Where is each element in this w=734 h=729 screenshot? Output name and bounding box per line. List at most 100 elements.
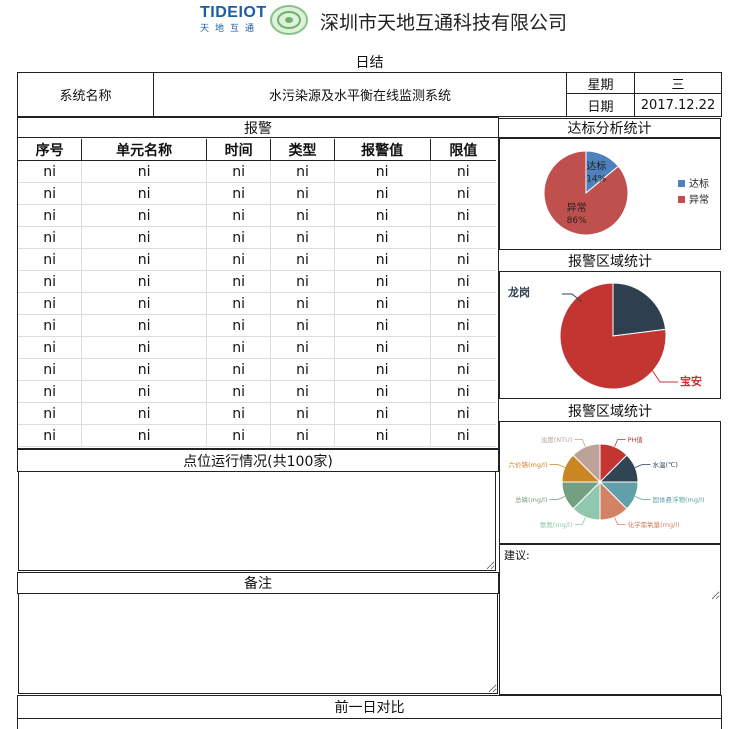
pie-slice-1 (543, 150, 629, 236)
table-cell: ni (81, 292, 207, 315)
slice-category-label: PH值 (628, 435, 644, 444)
slice-category-label: 总磷(mg/l) (515, 495, 548, 504)
company-logo: TIDEIOT 天地互通 (200, 4, 310, 38)
table-cell: ni (18, 226, 83, 249)
table-row: ni ni ni ni ni ni (18, 314, 496, 337)
table-row: ni ni ni ni ni ni (18, 358, 496, 381)
factor-chart-title: 报警区域统计 (568, 403, 652, 420)
table-cell: ni (270, 358, 335, 381)
table-row: ni ni ni ni ni ni (18, 402, 496, 425)
table-cell: ni (334, 204, 431, 227)
compare-body (17, 719, 722, 729)
table-cell: ni (270, 314, 335, 337)
table-cell: ni (18, 204, 83, 227)
table-cell: ni (206, 314, 272, 337)
table-cell: ni (430, 226, 496, 249)
slice-category-label: 异常 (567, 201, 587, 214)
table-cell: ni (430, 358, 496, 381)
table-row: ni ni ni ni ni ni (18, 336, 496, 359)
suggestion-input[interactable] (502, 560, 720, 600)
leader-line (614, 439, 626, 448)
weekday-label: 星期 (567, 73, 635, 94)
table-cell: ni (334, 226, 431, 249)
region-chart-title: 报警区域统计 (568, 253, 652, 270)
table-cell: ni (81, 336, 207, 359)
table-cell: ni (206, 204, 272, 227)
table-cell: ni (430, 204, 496, 227)
table-cell: ni (270, 182, 335, 205)
table-cell: ni (81, 424, 207, 447)
table-row: ni ni ni ni ni ni (18, 424, 496, 447)
compare-header (17, 695, 722, 719)
table-cell: ni (334, 424, 431, 447)
table-cell: ni (334, 336, 431, 359)
table-row: ni ni ni ni ni ni (18, 292, 496, 315)
table-cell: ni (18, 358, 83, 381)
legend-label: 异常 (689, 193, 709, 206)
slice-category-label: 宝安 (680, 374, 702, 388)
leader-line (651, 369, 678, 383)
table-cell: ni (430, 270, 496, 293)
standard-chart-panel: 达标 14% 异常 86% 达标 异常 (499, 138, 721, 250)
table-cell: ni (18, 314, 83, 337)
table-cell: ni (206, 160, 272, 183)
point-status-input[interactable] (18, 471, 496, 571)
table-cell: ni (206, 402, 272, 425)
table-cell: ni (81, 248, 207, 271)
slice-category-label: 龙岗 (507, 285, 530, 299)
alarm-table: 序号 单元名称 时间 类型 报警值 限值 ni ni ni ni ni ni ni ni ni n… (18, 139, 496, 447)
leader-line (614, 516, 626, 525)
table-cell: ni (430, 248, 496, 271)
company-name: 深圳市天地互通科技有限公司 (320, 12, 568, 34)
col-limit: 限值 (430, 139, 496, 161)
table-cell: ni (18, 424, 83, 447)
table-cell: ni (18, 182, 83, 205)
logo-text: TIDEIOT (200, 4, 267, 21)
table-cell: ni (270, 380, 335, 403)
table-cell: ni (334, 182, 431, 205)
system-name-label: 系统名称 (18, 73, 154, 116)
col-type: 类型 (270, 139, 335, 161)
table-row: ni ni ni ni ni ni (18, 380, 496, 403)
table-cell: ni (206, 182, 272, 205)
leader-line (634, 463, 651, 468)
logo-swirl-icon (269, 5, 308, 35)
table-cell: ni (81, 358, 207, 381)
table-cell: ni (430, 380, 496, 403)
table-cell: ni (18, 270, 83, 293)
remarks-input[interactable] (18, 593, 498, 694)
system-info-row (17, 72, 722, 117)
report-title: 日结 (355, 55, 384, 71)
legend-swatch (678, 180, 685, 187)
slice-category-label: 达标 (586, 160, 606, 172)
legend-label: 达标 (689, 178, 709, 190)
table-cell: ni (18, 380, 83, 403)
table-cell: ni (270, 160, 335, 183)
table-cell: ni (430, 160, 496, 183)
table-cell: ni (430, 314, 496, 337)
compare-title: 前一日对比 (334, 700, 405, 716)
table-cell: ni (430, 424, 496, 447)
table-cell: ni (270, 336, 335, 359)
date-label: 日期 (567, 94, 635, 116)
col-unit-name: 单元名称 (81, 139, 207, 161)
slice-category-label: 固体悬浮物(mg/l) (652, 495, 704, 504)
table-cell: ni (270, 248, 335, 271)
table-cell: ni (206, 226, 272, 249)
table-cell: ni (334, 292, 431, 315)
table-cell: ni (81, 402, 207, 425)
table-row: ni ni ni ni ni ni (18, 160, 496, 183)
table-cell: ni (334, 314, 431, 337)
table-cell: ni (18, 248, 83, 271)
table-cell: ni (81, 314, 207, 337)
table-cell: ni (18, 160, 83, 183)
table-cell: ni (206, 270, 272, 293)
table-row: ni ni ni ni ni ni (18, 204, 496, 227)
system-name-value: 水污染源及水平衡在线监测系统 (154, 73, 567, 116)
table-cell: ni (81, 270, 207, 293)
alarm-panel (17, 117, 499, 449)
region-chart-panel: 龙岗宝安 (499, 271, 721, 399)
table-cell: ni (206, 336, 272, 359)
